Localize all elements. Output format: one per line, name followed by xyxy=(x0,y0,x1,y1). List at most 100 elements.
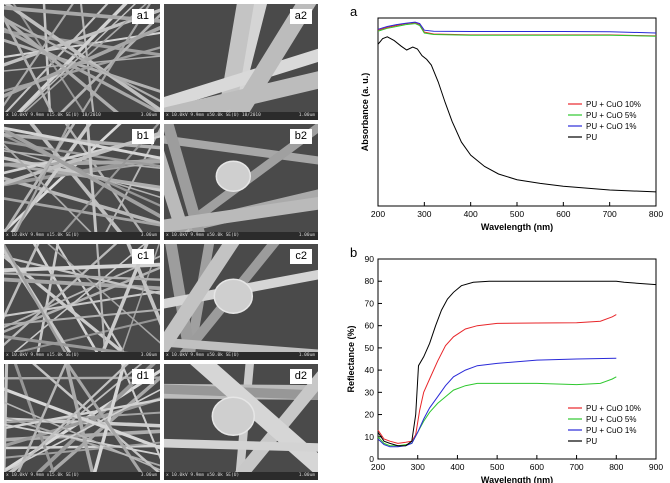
series-line-pu-cuo-5 xyxy=(377,23,657,37)
x-tick-label: 300 xyxy=(411,462,425,472)
fiber xyxy=(14,4,147,120)
x-tick-label: 200 xyxy=(371,209,385,219)
fiber xyxy=(228,371,318,480)
fiber xyxy=(4,133,160,150)
x-tick-label: 600 xyxy=(530,462,544,472)
fiber xyxy=(13,364,67,480)
sem-panel-label: d1 xyxy=(131,369,154,384)
x-tick-label: 300 xyxy=(417,209,431,219)
legend-label: PU + CuO 5% xyxy=(586,415,636,424)
x-tick-label: 600 xyxy=(556,209,570,219)
fiber xyxy=(4,15,58,120)
fiber xyxy=(64,364,96,480)
sem-panel-b2: b2 x 10.0kV 9.9mm x50.0k SE(U) 1.00um xyxy=(164,124,318,240)
fiber xyxy=(12,4,137,120)
y-axis-label: Reflectance (%) xyxy=(346,325,356,392)
fiber xyxy=(4,416,160,467)
panel-letter: b xyxy=(350,245,357,260)
fiber xyxy=(4,308,160,326)
sem-panel-a2: a2 x 10.0kV 9.9mm x50.0k SE(U) 10/2010 1.0… xyxy=(164,4,318,120)
sem-panel-label: b2 xyxy=(289,129,312,144)
fiber xyxy=(118,244,160,360)
sem-scale-text: 3.00um xyxy=(140,473,157,478)
series-line-pu-cuo-10 xyxy=(377,314,617,444)
fiber xyxy=(164,124,208,240)
legend-label: PU + CuO 10% xyxy=(586,404,641,413)
series-line-pu-cuo-10 xyxy=(377,22,657,37)
reflectance-chart: b 200 300 400 500 600 700 800 900 0 10 20 30 40 50 60 70… xyxy=(346,245,663,483)
series-line-pu-cuo-1 xyxy=(377,21,657,34)
sem-texture xyxy=(4,364,160,480)
sem-panel-label: b1 xyxy=(131,129,154,144)
fiber xyxy=(4,262,160,273)
panel-letter: a xyxy=(350,4,358,19)
legend-label: PU xyxy=(586,133,597,142)
sem-scale-text: 3.00um xyxy=(140,233,157,238)
fiber xyxy=(4,38,160,93)
fiber xyxy=(4,244,71,360)
cuo-particle xyxy=(213,278,254,314)
sem-panel-c1: c1 x 10.0kV 9.9mm x15.0k SE(U) 3.00um xyxy=(4,244,160,360)
fiber xyxy=(4,4,74,107)
x-tick-label: 800 xyxy=(649,209,663,219)
y-tick-label: 10 xyxy=(365,432,375,442)
fiber xyxy=(4,364,129,480)
sem-scale-text: 1.00um xyxy=(298,473,315,478)
fiber xyxy=(4,364,143,478)
y-tick-label: 40 xyxy=(365,365,375,375)
sem-scale-text: 3.00um xyxy=(140,353,157,358)
sem-info-bar: x 10.0kV 9.9mm x50.0k SE(U) xyxy=(164,352,318,360)
sem-panel-label: a2 xyxy=(289,9,312,24)
fiber xyxy=(4,272,160,281)
sem-image-grid: a1 x 10.0kV 9.9mm x15.0k SE(U) 10/2010 3.0… xyxy=(4,4,318,480)
fiber xyxy=(4,127,160,219)
sem-panel-c2: c2 x 10.0kV 9.9mm x50.0k SE(U) 1.00um xyxy=(164,244,318,360)
fiber xyxy=(4,290,160,317)
fiber xyxy=(4,16,129,120)
sem-info-text: x 10.0kV 9.9mm x50.0k SE(U) 10/2010 xyxy=(166,113,261,118)
sem-info-text: x 10.0kV 9.9mm x15.0k SE(U) xyxy=(6,473,80,478)
sem-info-text: x 10.0kV 9.9mm x15.0k SE(U) xyxy=(6,353,80,358)
fiber xyxy=(4,124,76,236)
sem-info-bar: x 10.0kV 9.9mm x50.0k SE(U) xyxy=(164,472,318,480)
x-axis-label: Wavelength (nm) xyxy=(481,475,553,483)
sem-panel-label: c1 xyxy=(132,249,154,264)
sem-scale-text: 1.00um xyxy=(298,353,315,358)
sem-info-text: x 10.0kV 9.9mm x15.0k SE(U) xyxy=(6,233,80,238)
x-tick-label: 400 xyxy=(464,209,478,219)
fiber xyxy=(4,317,160,357)
fiber xyxy=(65,364,148,480)
sem-info-bar: x 10.0kV 9.9mm x15.0k SE(U) 10/2010 xyxy=(4,112,160,120)
series-line-pu xyxy=(377,36,657,193)
fiber xyxy=(4,126,160,160)
sem-info-bar: x 10.0kV 9.9mm x15.0k SE(U) xyxy=(4,352,160,360)
sem-info-text: x 10.0kV 9.9mm x50.0k SE(U) xyxy=(166,473,240,478)
fiber xyxy=(4,4,160,113)
fiber xyxy=(4,441,160,459)
x-tick-label: 700 xyxy=(569,462,583,472)
absorbance-chart: a 200 300 400 500 600 700 800 Wavelength (nm) Abs… xyxy=(350,4,663,232)
sem-info-bar: x 10.0kV 9.9mm x50.0k SE(U) 10/2010 xyxy=(164,112,318,120)
sem-panel-b1: b1 x 10.0kV 9.9mm x15.0k SE(U) 3.00um xyxy=(4,124,160,240)
legend-label: PU + CuO 10% xyxy=(586,100,641,109)
sem-info-text: x 10.0kV 9.9mm x50.0k SE(U) xyxy=(166,233,240,238)
sem-info-text: x 10.0kV 9.9mm x15.0k SE(U) 10/2010 xyxy=(6,113,101,118)
x-tick-label: 900 xyxy=(649,462,663,472)
fiber xyxy=(4,143,100,240)
legend-label: PU xyxy=(586,437,597,446)
x-tick-label: 700 xyxy=(603,209,617,219)
cuo-particle xyxy=(211,396,256,436)
x-tick-label: 500 xyxy=(490,462,504,472)
fiber xyxy=(86,124,98,240)
fiber xyxy=(164,438,318,452)
sem-panel-label: d2 xyxy=(289,369,312,384)
x-tick-label: 500 xyxy=(510,209,524,219)
y-tick-label: 70 xyxy=(365,298,375,308)
sem-info-bar: x 10.0kV 9.9mm x50.0k SE(U) xyxy=(164,232,318,240)
sem-texture xyxy=(4,4,160,120)
fiber xyxy=(4,244,118,347)
x-axis-label: Wavelength (nm) xyxy=(481,222,553,232)
fiber xyxy=(4,244,146,360)
legend-label: PU + CuO 5% xyxy=(586,111,636,120)
x-tick-label: 200 xyxy=(371,462,385,472)
